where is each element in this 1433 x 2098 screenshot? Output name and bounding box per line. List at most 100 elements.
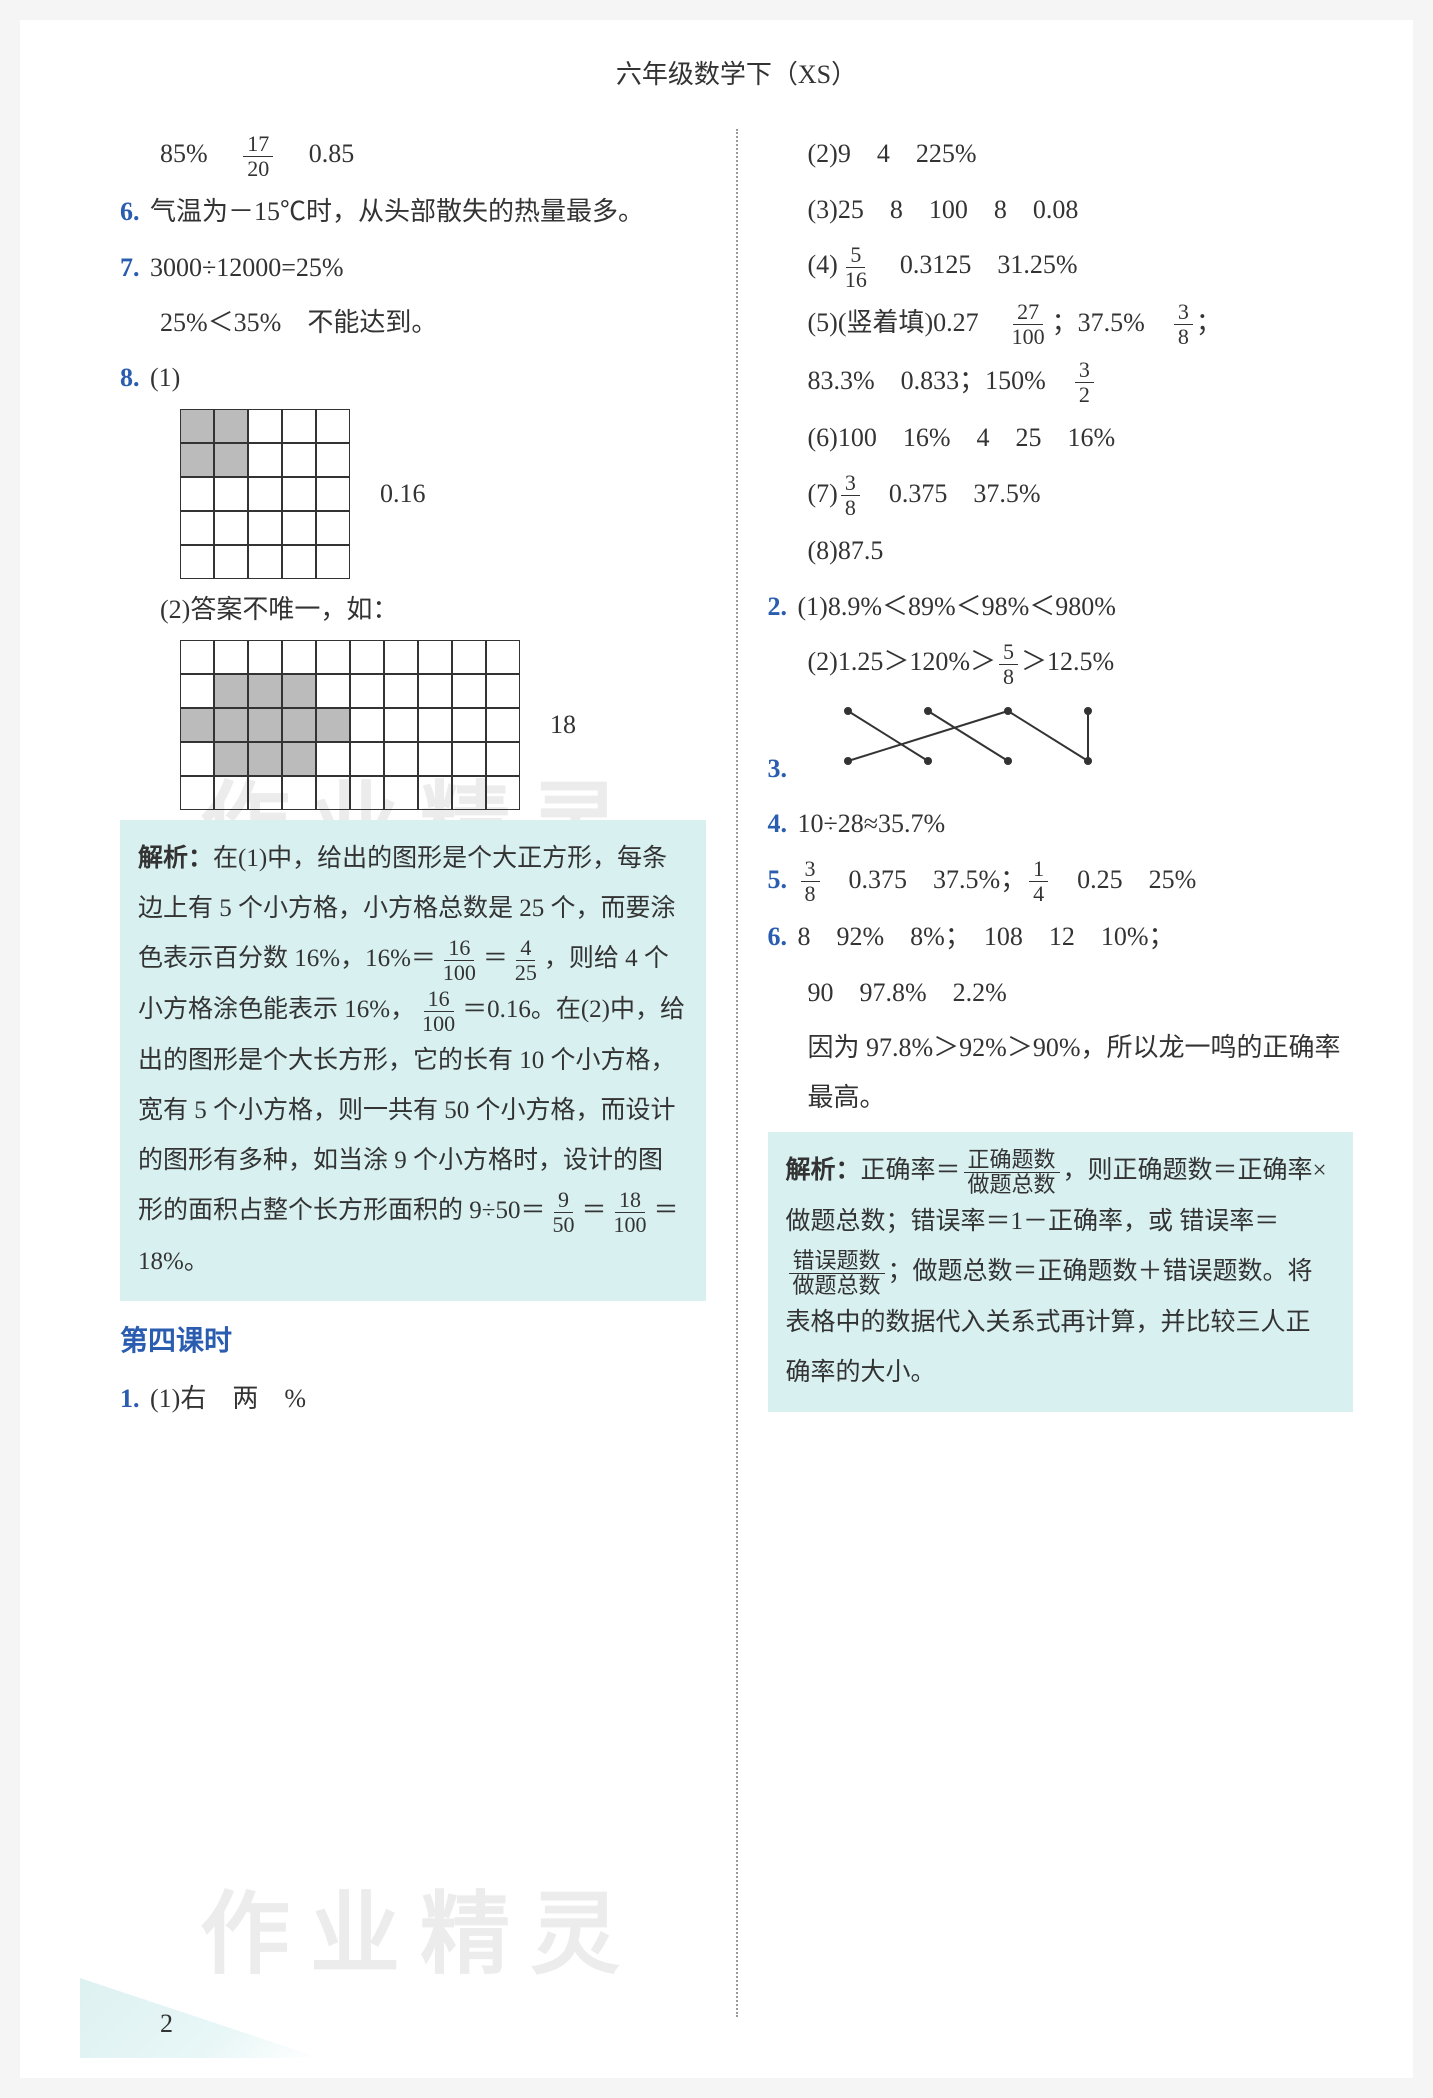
question-number: 8. — [120, 363, 140, 392]
fraction: 错误题数做题总数 — [789, 1249, 885, 1298]
grid-cell — [316, 674, 350, 708]
grid-cell — [248, 742, 282, 776]
question-8-1: 8. (1) — [120, 353, 706, 402]
grid-cell — [282, 708, 316, 742]
grid-cell — [282, 776, 316, 810]
question-8-2-label: (2)答案不唯一，如： — [120, 585, 706, 634]
grid-cell — [180, 742, 214, 776]
grid-cell — [180, 477, 214, 511]
grid-cell — [214, 443, 248, 477]
fraction: 58 — [999, 640, 1018, 689]
question-2: 2. (1)8.9%＜89%＜98%＜980% — [768, 582, 1354, 631]
text: 0.25 25% — [1051, 865, 1196, 894]
grid-cell — [214, 776, 248, 810]
text: ＝ — [581, 1197, 606, 1224]
question-number: 6. — [768, 922, 788, 951]
question-5: 5. 38 0.375 37.5%；14 0.25 25% — [768, 855, 1354, 907]
grid-cell — [282, 742, 316, 776]
fraction: 16100 — [418, 987, 459, 1036]
grid-cell — [486, 708, 520, 742]
grid-cell — [486, 776, 520, 810]
analysis-label: 解析： — [138, 845, 213, 872]
grid-cell — [452, 742, 486, 776]
section4-q1: 1. (1)右 两 % — [120, 1374, 706, 1423]
grid-cell — [350, 742, 384, 776]
grid-cell — [316, 443, 350, 477]
answer-line: 83.3% 0.833；150% 32 — [768, 356, 1354, 408]
grid-cell — [282, 674, 316, 708]
matching-diagram — [828, 701, 1128, 771]
question-number: 7. — [120, 253, 140, 282]
grid-cell — [452, 640, 486, 674]
grid-cell — [486, 640, 520, 674]
fraction: 27100 — [1008, 300, 1049, 349]
question-number: 1. — [120, 1384, 140, 1413]
grid-cell — [350, 674, 384, 708]
grid-cell — [282, 409, 316, 443]
grid-cell — [214, 640, 248, 674]
grid-cell — [282, 640, 316, 674]
right-column: (2)9 4 225% (3)25 8 100 8 0.08 (4)516 0.… — [768, 129, 1354, 2017]
grid-cell — [350, 776, 384, 810]
grid-cell — [214, 742, 248, 776]
grid-value: 0.16 — [380, 469, 426, 518]
analysis-label: 解析： — [786, 1157, 861, 1184]
grid-value: 18 — [550, 700, 576, 749]
text: (6)100 16% 4 25 16% — [768, 413, 1354, 462]
grid-cell — [418, 742, 452, 776]
text: 0.375 37.5% — [863, 479, 1041, 508]
fraction: 38 — [1174, 300, 1193, 349]
grid-figure-1: 0.16 — [180, 409, 706, 579]
text: (5)(竖着填)0.27 — [808, 308, 1005, 337]
question-3: 3. — [768, 695, 1354, 793]
answer-line: (2)1.25＞120%＞58＞12.5% — [768, 637, 1354, 689]
grid-cell — [180, 545, 214, 579]
answer-line: (7)38 0.375 37.5% — [768, 469, 1354, 521]
question-number: 5. — [768, 865, 788, 894]
answer-line: 85% 1720 0.85 — [120, 129, 706, 181]
grid-cell — [180, 674, 214, 708]
fraction: 38 — [841, 471, 860, 520]
grid-cell — [282, 511, 316, 545]
grid-cell — [248, 776, 282, 810]
text: (8)87.5 — [768, 526, 1354, 575]
grid-cell — [316, 477, 350, 511]
grid-cell — [180, 640, 214, 674]
section-title: 第四课时 — [120, 1315, 706, 1368]
grid-cell — [350, 708, 384, 742]
grid-10x5 — [180, 640, 520, 810]
analysis-box: 解析：正确率＝正确题数做题总数，则正确题数＝正确率×做题总数；错误率＝1－正确率… — [768, 1132, 1354, 1412]
answer-line: (4)516 0.3125 31.25% — [768, 240, 1354, 292]
grid-figure-2: 18 — [180, 640, 706, 810]
text: ；37.5% — [1052, 308, 1171, 337]
grid-cell — [248, 640, 282, 674]
fraction: 516 — [841, 243, 871, 292]
text: (1)右 两 % — [150, 1384, 306, 1413]
text: (7) — [808, 479, 838, 508]
grid-cell — [214, 545, 248, 579]
fraction: 18100 — [610, 1188, 651, 1237]
grid-cell — [418, 640, 452, 674]
grid-cell — [248, 511, 282, 545]
grid-cell — [214, 409, 248, 443]
grid-cell — [248, 477, 282, 511]
text: (3)25 8 100 8 0.08 — [768, 185, 1354, 234]
text: 因为 97.8%＞92%＞90%，所以龙一鸣的正确率最高。 — [768, 1023, 1354, 1122]
page-header: 六年级数学下（XS） — [120, 50, 1353, 99]
page: 六年级数学下（XS） 作业精灵 作业精灵 85% 1720 0.85 6. 气温… — [20, 20, 1413, 2078]
grid-5x5 — [180, 409, 350, 579]
fraction: 正确题数做题总数 — [964, 1148, 1060, 1197]
grid-cell — [214, 511, 248, 545]
question-number: 6. — [120, 197, 140, 226]
grid-cell — [248, 409, 282, 443]
text: ＞12.5% — [1021, 647, 1114, 676]
grid-cell — [384, 776, 418, 810]
text: 25%＜35% 不能达到。 — [120, 298, 706, 347]
fraction: 1720 — [243, 132, 273, 181]
grid-cell — [282, 443, 316, 477]
grid-cell — [418, 776, 452, 810]
grid-cell — [180, 708, 214, 742]
analysis-box: 解析：在(1)中，给出的图形是个大正方形，每条边上有 5 个小方格，小方格总数是… — [120, 820, 706, 1301]
text: 85% — [160, 139, 208, 168]
text: 气温为－15℃时，从头部散失的热量最多。 — [150, 197, 644, 226]
